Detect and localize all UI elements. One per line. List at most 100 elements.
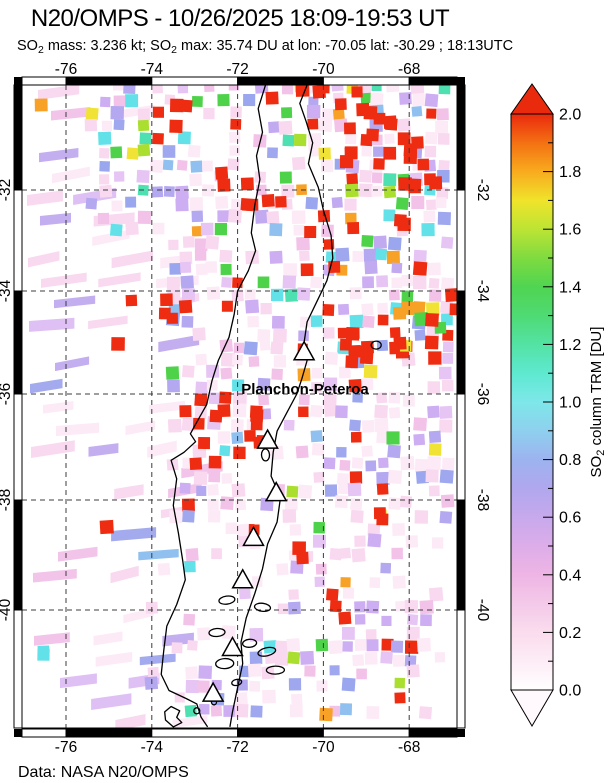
- so2-pixel: [401, 290, 414, 303]
- so2-pixel: [39, 148, 79, 163]
- so2-pixel: [371, 172, 383, 184]
- so2-pixel: [418, 706, 433, 720]
- so2-pixel: [55, 356, 90, 372]
- so2-pixel: [202, 160, 213, 172]
- frame-segment: [237, 76, 324, 86]
- so2-pixel-hotspot: [424, 335, 439, 350]
- so2-pixel-hotspot: [111, 337, 125, 351]
- lake-outline: [370, 340, 382, 350]
- so2-pixel: [390, 640, 404, 653]
- so2-pixel: [158, 334, 200, 353]
- so2-pixel: [349, 471, 363, 484]
- frame-segment: [13, 290, 23, 395]
- so2-pixel: [175, 185, 189, 200]
- so2-pixel: [361, 378, 374, 391]
- so2-pixel: [388, 391, 401, 404]
- so2-pixel: [266, 210, 280, 225]
- lon-axis-label-top: -76: [55, 61, 77, 78]
- so2-pixel: [424, 145, 437, 158]
- so2-pixel: [364, 651, 378, 665]
- so2-pixel: [219, 445, 231, 457]
- so2-pixel: [349, 419, 361, 432]
- so2-pixel: [111, 527, 157, 542]
- so2-pixel: [184, 704, 197, 718]
- so2-pixel: [93, 631, 123, 646]
- frame-segment: [13, 189, 23, 292]
- so2-pixel: [34, 632, 70, 646]
- so2-pixel: [346, 173, 359, 185]
- geography: [160, 85, 382, 728]
- so2-pixel: [193, 471, 208, 485]
- so2-pixel: [345, 212, 357, 225]
- so2-pixel: [244, 288, 256, 300]
- so2-pixel: [394, 692, 406, 704]
- frame-corner: [457, 729, 465, 737]
- so2-pixel: [227, 158, 240, 171]
- so2-pixel-hotspot: [339, 338, 352, 351]
- so2-pixel: [182, 235, 195, 248]
- so2-pixel: [335, 247, 350, 262]
- so2-pixel: [192, 417, 205, 430]
- so2-pixel: [354, 614, 366, 625]
- so2-pixel: [325, 251, 338, 264]
- so2-pixel: [181, 498, 195, 512]
- so2-pixel: [191, 226, 203, 237]
- colorbar-bottom-arrow: [510, 689, 554, 727]
- so2-pixel: [412, 261, 428, 276]
- so2-pixel: [332, 108, 345, 121]
- so2-pixel: [175, 198, 189, 212]
- so2-pixel: [139, 132, 152, 145]
- so2-pixel: [195, 263, 208, 276]
- so2-pixel: [376, 275, 389, 288]
- so2-pixel: [323, 327, 335, 339]
- lat-axis-label-right: -32: [474, 179, 491, 201]
- so2-pixel: [198, 665, 213, 680]
- so2-pixel: [411, 195, 425, 210]
- so2-pixel: [152, 222, 165, 235]
- so2-pixel: [395, 600, 406, 612]
- so2-pixel: [98, 131, 112, 145]
- so2-pixel: [405, 535, 419, 548]
- so2-pixel-hotspot: [292, 541, 306, 555]
- lat-axis-label-left: -34: [0, 279, 14, 302]
- so2-pixel: [404, 640, 419, 654]
- page-title: N20/OMPS - 10/26/2025 18:09-19:53 UT: [31, 5, 450, 32]
- so2-pixel-hotspot: [417, 158, 430, 171]
- so2-pixel: [115, 714, 146, 728]
- so2-pixel: [277, 603, 289, 615]
- so2-pixel: [324, 484, 338, 497]
- so2-pixel: [352, 250, 364, 263]
- so2-pixel: [437, 211, 452, 226]
- colorbar-tick-label: 1.2: [559, 337, 581, 354]
- so2-pixel: [371, 185, 383, 197]
- frame-segment: [456, 393, 466, 501]
- so2-pixel: [95, 651, 133, 667]
- so2-pixel-hotspot: [304, 225, 317, 239]
- so2-pixel: [125, 196, 137, 208]
- so2-pixel: [376, 483, 389, 495]
- so2-pixel: [228, 131, 241, 144]
- frame-segment: [65, 76, 153, 86]
- so2-pixel: [424, 131, 438, 145]
- so2-pixel-hotspot: [215, 166, 229, 180]
- so2-pixel: [152, 106, 164, 118]
- colorbar-tick-label: 0.6: [559, 510, 581, 527]
- so2-pixel: [178, 299, 193, 314]
- lat-axis-label-left: -40: [0, 598, 14, 621]
- so2-pixel: [206, 286, 221, 301]
- so2-pixel-hotspot: [373, 158, 385, 170]
- so2-pixel: [421, 222, 435, 237]
- so2-pixel: [412, 275, 427, 290]
- so2-pixel: [378, 457, 389, 469]
- colorbar-tick-label: 0.0: [559, 683, 581, 700]
- so2-pixel: [416, 637, 431, 652]
- so2-pixel-hotspot: [250, 409, 264, 423]
- so2-pixel: [370, 92, 384, 107]
- so2-pixel: [435, 120, 449, 134]
- so2-pixel: [162, 632, 194, 647]
- so2-pixel: [337, 327, 349, 339]
- so2-pixel: [306, 104, 321, 119]
- frame-segment: [21, 728, 67, 738]
- so2-pixel: [219, 338, 234, 353]
- so2-pixel: [296, 236, 310, 251]
